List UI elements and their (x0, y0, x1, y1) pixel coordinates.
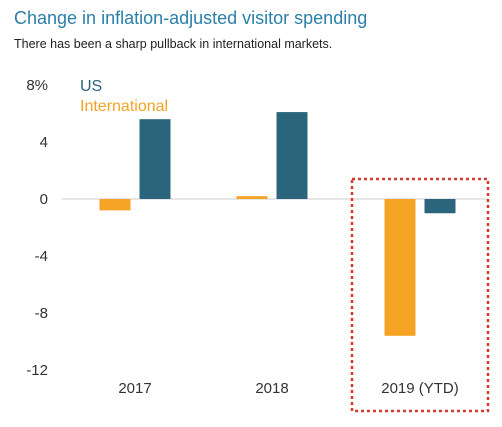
y-tick-label: -12 (26, 362, 48, 379)
x-tick-label: 2019 (YTD) (381, 380, 459, 397)
x-tick-label: 2017 (118, 380, 151, 397)
chart-subtitle: There has been a sharp pullback in inter… (14, 37, 333, 51)
bar-us-2018 (276, 112, 308, 199)
highlight-box (350, 177, 490, 413)
y-tick-label: -4 (35, 248, 48, 265)
y-tick-label: 8% (26, 77, 48, 94)
y-tick-label: 0 (40, 191, 48, 208)
bar-international-2018 (236, 196, 268, 199)
y-tick-label: 4 (40, 134, 48, 151)
bar-international-2017 (99, 199, 131, 211)
x-tick-label: 2018 (255, 380, 288, 397)
chart-title: Change in inflation-adjusted visitor spe… (14, 8, 368, 28)
bar-us-2017 (139, 119, 171, 199)
legend-us: US (80, 78, 102, 95)
legend-international: International (80, 98, 168, 115)
bar-international-2019-ytd (384, 199, 416, 336)
y-tick-label: -8 (35, 305, 48, 322)
bar-us-2019-ytd (424, 199, 456, 214)
